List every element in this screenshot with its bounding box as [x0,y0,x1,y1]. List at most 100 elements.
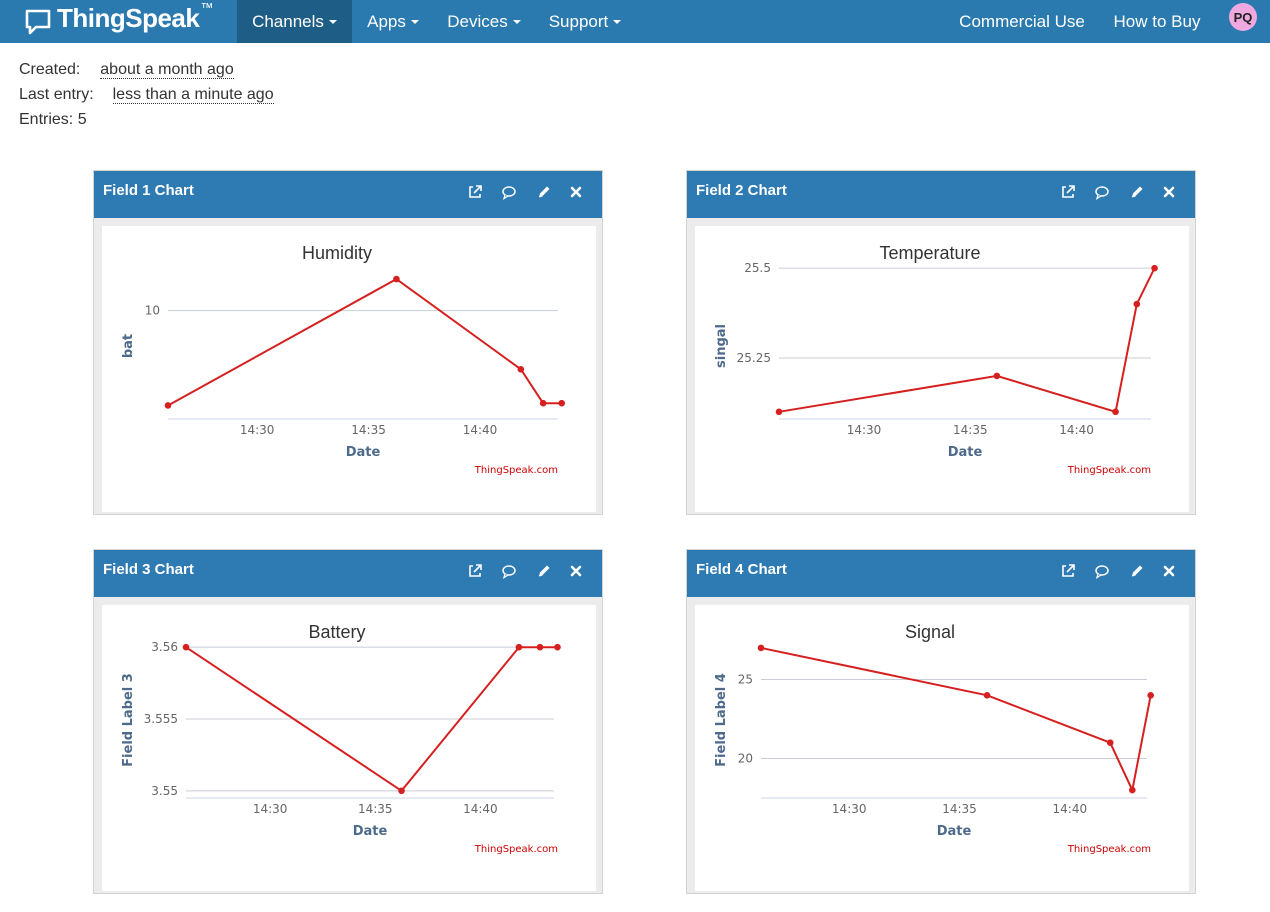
field-2-chart-panel: Field 2 Chart Temperature 25.25 25.5 14:30 1… [686,170,1196,515]
x-tick-label: 14:30 [847,423,882,437]
y-axis-label: singal [714,324,729,368]
chart-title: Humidity [302,243,372,263]
entries-count: Entries: 5 [19,111,87,128]
chart-area: Signal 20 25 14:30 14:35 14:40 Date Field Label… [695,605,1189,891]
close-icon[interactable] [1161,563,1177,579]
nav-commercial-use[interactable]: Commercial Use [959,11,1085,31]
chart-area: Temperature 25.25 25.5 14:30 14:35 14:40 Date s… [695,226,1189,512]
last-entry-row: Last entry: less than a minute ago [19,86,274,104]
nav-support-label: Support [548,11,609,31]
data-point [164,402,172,409]
last-entry-value: less than a minute ago [112,86,274,104]
x-tick-label: 14:40 [1059,423,1094,437]
field-1-chart-panel: Field 1 Chart Humidity 10 14:30 14:35 14:40 D… [93,170,603,515]
speech-bubble-icon [25,9,51,34]
pencil-icon[interactable] [536,563,552,579]
external-link-icon[interactable] [1060,563,1076,579]
chart-title: Signal [905,622,955,642]
chart-area: Humidity 10 14:30 14:35 14:40 Date bat ThingSpe… [102,226,596,512]
pencil-icon[interactable] [1129,563,1145,579]
nav-apps[interactable]: Apps [352,0,434,43]
y-tick-label: 20 [738,752,753,766]
y-axis-label: bat [121,334,136,358]
data-point [536,643,544,651]
comment-icon[interactable] [1094,184,1110,200]
pencil-icon[interactable] [536,184,552,200]
x-tick-label: 14:35 [358,802,393,816]
panel-title: Field 4 Chart [696,561,787,578]
data-point [757,644,765,652]
data-point [1112,408,1119,416]
chart-credit: ThingSpeak.com [474,465,558,476]
chart-credit: ThingSpeak.com [474,844,558,855]
data-point [983,692,991,699]
chart-area: Battery 3.55 3.555 3.56 14:30 14:35 14:40 Date F… [102,605,596,891]
x-tick-label: 14:30 [832,802,867,816]
nav-channels-label: Channels [252,11,324,31]
created-value: about a month ago [100,61,234,79]
data-point [1133,300,1141,308]
nav-devices-label: Devices [447,11,508,31]
chart-title: Battery [308,622,365,642]
panel-header: Field 2 Chart [687,171,1195,218]
y-tick-label: 3.555 [144,712,178,726]
nav-support[interactable]: Support [534,0,636,43]
y-tick-label: 10 [145,304,160,318]
data-point [517,366,525,373]
last-entry-label: Last entry: [19,86,94,103]
close-icon[interactable] [568,184,584,200]
comment-icon[interactable] [501,563,517,579]
field-3-chart-panel: Field 3 Chart Battery 3.55 3.555 3.56 14:30 1… [93,549,603,894]
data-point [515,643,523,651]
user-avatar[interactable]: PQ [1229,3,1257,31]
comment-icon[interactable] [501,184,517,200]
nav-channels[interactable]: Channels [237,0,352,43]
y-tick-label: 25.5 [744,261,771,275]
chart-title: Temperature [879,243,980,263]
x-tick-label: 14:30 [253,802,288,816]
nav-apps-label: Apps [367,11,406,31]
chevron-down-icon [613,19,622,24]
x-tick-label: 14:30 [240,423,275,437]
chevron-down-icon [328,19,337,24]
pencil-icon[interactable] [1129,184,1145,200]
x-tick-label: 14:35 [351,423,386,437]
chart-credit: ThingSpeak.com [1067,844,1151,855]
y-tick-label: 3.56 [151,640,178,654]
x-tick-label: 14:40 [1053,802,1088,816]
chevron-down-icon [512,19,521,24]
nav-devices[interactable]: Devices [434,0,534,43]
panel-header: Field 3 Chart [94,550,602,597]
created-row: Created: about a month ago [19,61,234,79]
battery-chart: Battery 3.55 3.555 3.56 14:30 14:35 14:40 Date F… [121,622,561,855]
temperature-chart: Temperature 25.25 25.5 14:30 14:35 14:40 Date s… [714,243,1158,476]
signal-chart: Signal 20 25 14:30 14:35 14:40 Date Field Label… [714,622,1154,855]
data-point [393,275,400,283]
external-link-icon[interactable] [467,184,483,200]
panel-header: Field 1 Chart [94,171,602,218]
brand-trademark: ™ [200,0,214,15]
x-tick-label: 14:40 [463,802,498,816]
comment-icon[interactable] [1094,563,1110,579]
humidity-chart: Humidity 10 14:30 14:35 14:40 Date bat ThingSpe… [121,243,566,476]
nav-how-to-buy[interactable]: How to Buy [1113,11,1201,31]
x-tick-label: 14:35 [953,423,988,437]
chevron-down-icon [410,19,419,24]
data-point [554,643,561,651]
data-point [539,399,547,407]
top-navbar: ThingSpeak ™ Channels Apps Devices Suppo… [0,0,1270,43]
x-tick-label: 14:40 [463,423,498,437]
close-icon[interactable] [568,563,584,579]
external-link-icon[interactable] [1060,184,1076,200]
close-icon[interactable] [1161,184,1177,200]
x-axis-label: Date [937,824,972,839]
y-axis-label: Field Label 3 [121,673,136,767]
brand-logo[interactable]: ThingSpeak ™ [24,0,213,43]
panel-title: Field 3 Chart [103,561,194,578]
data-point [993,372,1001,380]
y-tick-label: 3.55 [151,784,178,798]
data-point [1147,692,1154,699]
field-4-chart-panel: Field 4 Chart Signal 20 25 14:30 14:35 14:40 D… [686,549,1196,894]
x-tick-label: 14:35 [942,802,977,816]
external-link-icon[interactable] [467,563,483,579]
